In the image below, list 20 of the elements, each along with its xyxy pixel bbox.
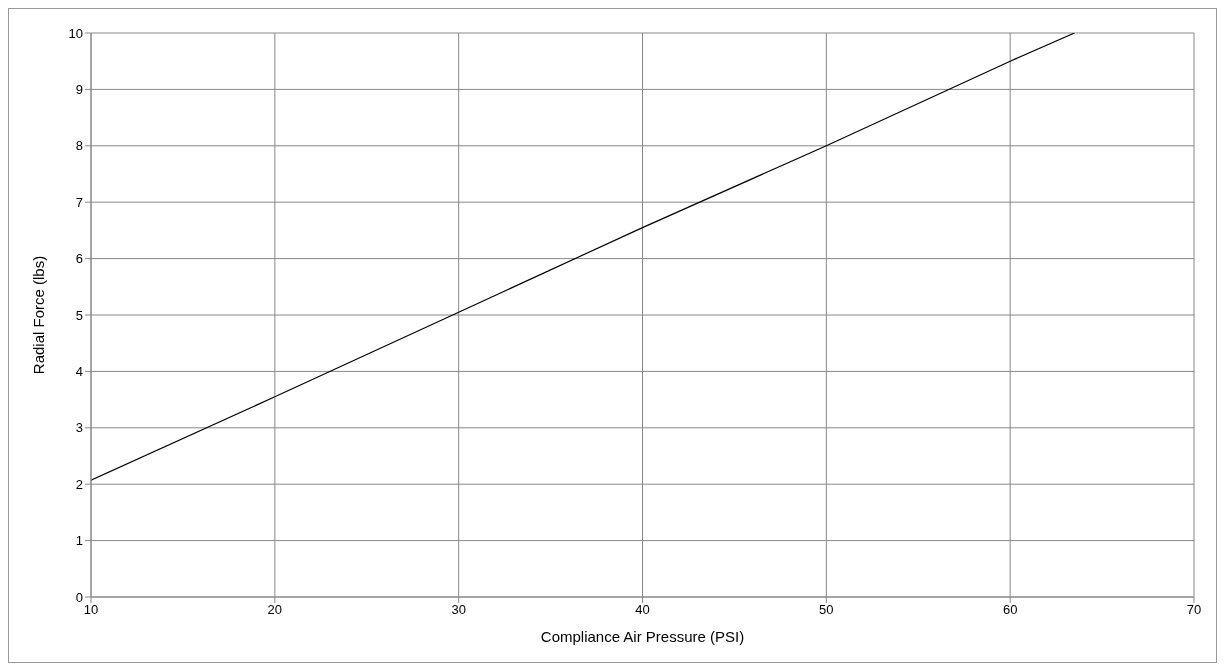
x-tick-label: 30: [451, 602, 466, 618]
y-tick-label: 7: [75, 194, 83, 210]
y-tick-label: 5: [75, 307, 83, 323]
y-tick-label: 4: [75, 364, 83, 380]
x-tick-label: 60: [1002, 602, 1018, 618]
y-tick-label: 1: [75, 533, 83, 549]
y-tick-label: 10: [68, 25, 83, 41]
x-axis-title: Compliance Air Pressure (PSI): [540, 628, 745, 645]
x-tick-label: 20: [267, 602, 283, 618]
y-axis-title: Radial Force (lbs): [30, 255, 48, 375]
x-tick-label: 70: [1186, 602, 1202, 618]
line-series: [91, 33, 1076, 481]
y-tick-label: 3: [75, 420, 83, 436]
y-tick-label: 0: [75, 589, 83, 605]
x-tick-label: 50: [819, 602, 834, 618]
x-tick-label: 40: [635, 602, 650, 618]
y-tick-label: 8: [75, 138, 83, 154]
y-tick-label: 2: [75, 476, 83, 492]
y-tick-label: 6: [75, 251, 83, 267]
y-tick-label: 9: [75, 82, 83, 98]
